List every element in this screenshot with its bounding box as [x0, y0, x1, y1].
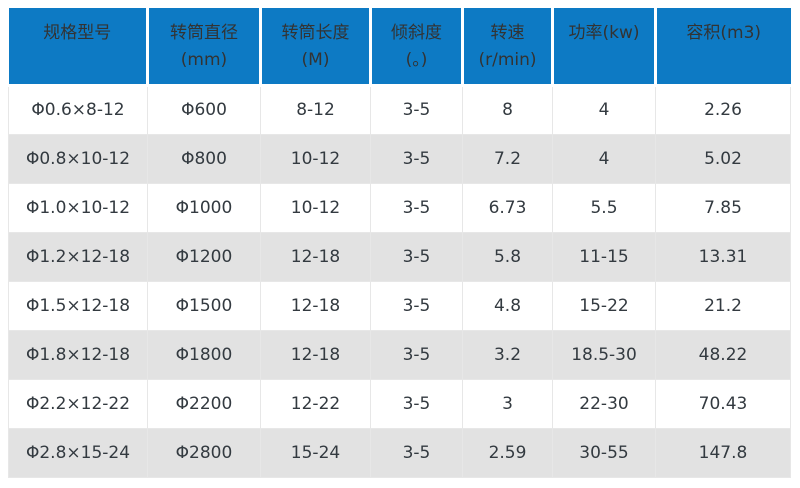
header-cell-3: 倾斜度 (。): [370, 8, 464, 87]
table-cell-r3-c2: 12-18: [260, 232, 371, 282]
table-cell-r3-c4: 5.8: [462, 232, 553, 282]
header-cell-5: 功率(kw): [552, 8, 657, 87]
header-cell-0: 规格型号: [8, 8, 149, 87]
table-cell-r6-c6: 70.43: [655, 379, 791, 429]
header-cell-2: 转筒长度 (M): [260, 8, 372, 87]
table-row-3: Φ1.2×12-18 Φ1200 12-18 3-5 5.8 11-15 13.31: [8, 232, 791, 282]
table-cell-r4-c0: Φ1.5×12-18: [8, 281, 148, 331]
header-cell-6: 容积(m3): [655, 8, 791, 87]
table-cell-r3-c1: Φ1200: [147, 232, 261, 282]
table-cell-r1-c0: Φ0.8×10-12: [8, 134, 148, 184]
table-cell-r5-c6: 48.22: [655, 330, 791, 380]
header-row: 规格型号 转筒直径 (mm) 转筒长度 (M) 倾斜度 (。) 转速 (r/min) 功率(kw)…: [8, 8, 791, 87]
table-cell-r5-c1: Φ1800: [147, 330, 261, 380]
header-label-line2: (mm): [180, 50, 228, 70]
table-cell-r3-c0: Φ1.2×12-18: [8, 232, 148, 282]
table-cell-r7-c2: 15-24: [260, 428, 371, 478]
table-cell-r1-c2: 10-12: [260, 134, 371, 184]
table-cell-r5-c3: 3-5: [370, 330, 463, 380]
header-label-line1: 规格型号: [43, 23, 112, 43]
header-label-line2: (M): [301, 50, 330, 70]
table-cell-r1-c6: 5.02: [655, 134, 791, 184]
table-header: 规格型号 转筒直径 (mm) 转筒长度 (M) 倾斜度 (。) 转速 (r/min) 功率(kw)…: [8, 8, 791, 87]
header-cell-4: 转速 (r/min): [462, 8, 554, 87]
header-label-line2: (r/min): [478, 50, 537, 70]
table-cell-r0-c4: 8: [462, 85, 553, 135]
table-row-0: Φ0.6×8-12 Φ600 8-12 3-5 8 4 2.26: [8, 85, 791, 135]
table-cell-r0-c5: 4: [552, 85, 656, 135]
table-cell-r6-c4: 3: [462, 379, 553, 429]
table-cell-r2-c6: 7.85: [655, 183, 791, 233]
table-cell-r2-c2: 10-12: [260, 183, 371, 233]
table-cell-r2-c0: Φ1.0×10-12: [8, 183, 148, 233]
table-cell-r3-c3: 3-5: [370, 232, 463, 282]
table-cell-r6-c3: 3-5: [370, 379, 463, 429]
table-cell-r2-c1: Φ1000: [147, 183, 261, 233]
table-cell-r6-c5: 22-30: [552, 379, 656, 429]
header-label-line1: 转筒长度: [281, 23, 350, 43]
table-cell-r1-c4: 7.2: [462, 134, 553, 184]
table-cell-r5-c0: Φ1.8×12-18: [8, 330, 148, 380]
table-row-5: Φ1.8×12-18 Φ1800 12-18 3-5 3.2 18.5-30 48.22: [8, 330, 791, 380]
table-cell-r5-c2: 12-18: [260, 330, 371, 380]
table-row-1: Φ0.8×10-12 Φ800 10-12 3-5 7.2 4 5.02: [8, 134, 791, 184]
table-cell-r4-c2: 12-18: [260, 281, 371, 331]
table-cell-r5-c4: 3.2: [462, 330, 553, 380]
table-cell-r2-c4: 6.73: [462, 183, 553, 233]
table-cell-r4-c1: Φ1500: [147, 281, 261, 331]
header-label-line1: 转筒直径: [170, 23, 238, 43]
table-cell-r6-c2: 12-22: [260, 379, 371, 429]
header-label-line1: 容积(m3): [686, 23, 762, 43]
table-cell-r0-c6: 2.26: [655, 85, 791, 135]
table-cell-r6-c1: Φ2200: [147, 379, 261, 429]
table-cell-r7-c3: 3-5: [370, 428, 463, 478]
header-cell-1: 转筒直径 (mm): [147, 8, 262, 87]
table-cell-r1-c1: Φ800: [147, 134, 261, 184]
table-cell-r7-c5: 30-55: [552, 428, 656, 478]
header-label-line2: (。): [405, 50, 428, 70]
table-cell-r7-c0: Φ2.8×15-24: [8, 428, 148, 478]
header-label-line1: 倾斜度: [391, 23, 442, 43]
table-cell-r3-c5: 11-15: [552, 232, 656, 282]
table-cell-r0-c2: 8-12: [260, 85, 371, 135]
table-cell-r4-c5: 15-22: [552, 281, 656, 331]
table-cell-r1-c3: 3-5: [370, 134, 463, 184]
table-cell-r3-c6: 13.31: [655, 232, 791, 282]
table-body: Φ0.6×8-12 Φ600 8-12 3-5 8 4 2.26 Φ0.8×10-12 Φ800…: [8, 85, 791, 478]
table-cell-r7-c6: 147.8: [655, 428, 791, 478]
table-cell-r4-c6: 21.2: [655, 281, 791, 331]
table-cell-r7-c1: Φ2800: [147, 428, 261, 478]
table-cell-r0-c0: Φ0.6×8-12: [8, 85, 148, 135]
table-cell-r0-c3: 3-5: [370, 85, 463, 135]
spec-table: 规格型号 转筒直径 (mm) 转筒长度 (M) 倾斜度 (。) 转速 (r/min) 功率(kw)…: [8, 8, 791, 478]
table-row-7: Φ2.8×15-24 Φ2800 15-24 3-5 2.59 30-55 147.8: [8, 428, 791, 478]
header-label-line1: 转速: [490, 23, 525, 43]
table-cell-r4-c3: 3-5: [370, 281, 463, 331]
table-cell-r1-c5: 4: [552, 134, 656, 184]
table-row-2: Φ1.0×10-12 Φ1000 10-12 3-5 6.73 5.5 7.85: [8, 183, 791, 233]
header-label-line1: 功率(kw): [568, 23, 640, 43]
table-row-4: Φ1.5×12-18 Φ1500 12-18 3-5 4.8 15-22 21.2: [8, 281, 791, 331]
table-cell-r2-c3: 3-5: [370, 183, 463, 233]
table-cell-r7-c4: 2.59: [462, 428, 553, 478]
table-cell-r2-c5: 5.5: [552, 183, 656, 233]
table-row-6: Φ2.2×12-22 Φ2200 12-22 3-5 3 22-30 70.43: [8, 379, 791, 429]
table-cell-r5-c5: 18.5-30: [552, 330, 656, 380]
table-cell-r6-c0: Φ2.2×12-22: [8, 379, 148, 429]
table-cell-r0-c1: Φ600: [147, 85, 261, 135]
table-cell-r4-c4: 4.8: [462, 281, 553, 331]
